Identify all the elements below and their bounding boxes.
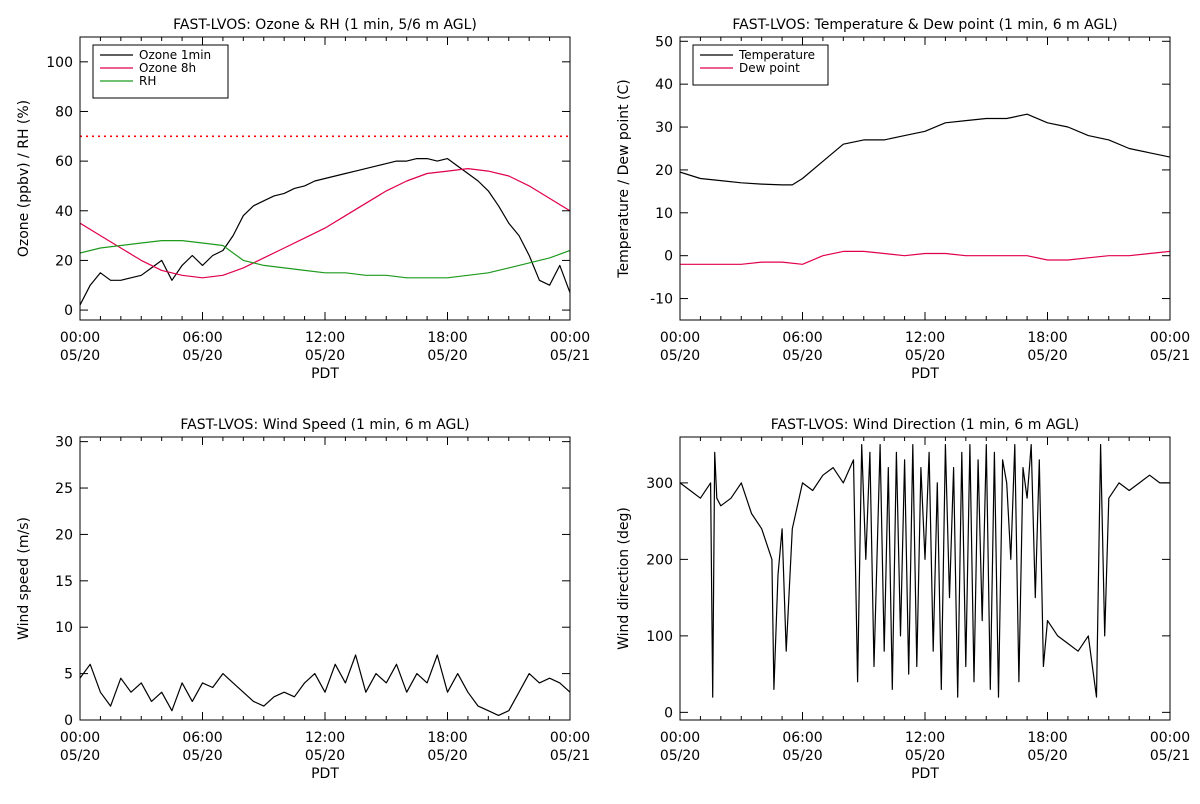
panel-3-y-tick-label: 10	[55, 620, 73, 636]
panel-1-x-tick-time: 00:00	[60, 330, 100, 346]
panel-4-x-tick-time: 18:00	[1027, 730, 1067, 746]
panel-4-x-tick-time: 12:00	[905, 730, 945, 746]
panel-1-x-tick-time: 00:00	[550, 330, 590, 346]
panel-3-y-tick-label: 15	[55, 574, 73, 590]
panel-2-x-tick-time: 00:00	[1150, 330, 1190, 346]
panel-3-x-tick-time: 00:00	[60, 730, 100, 746]
panel-2-y-tick-label: 0	[664, 249, 673, 265]
panel-4-x-tick-date: 05/20	[905, 748, 945, 764]
panel-4-x-axis-label: PDT	[911, 766, 939, 782]
panel-3-y-axis-label: Wind speed (m/s)	[16, 517, 32, 640]
panel-1-series-line-2	[80, 168, 570, 279]
panel-4-x-tick-time: 00:00	[660, 730, 700, 746]
panel-3-x-tick-date: 05/20	[60, 748, 100, 764]
panel-2-y-tick-label: 30	[655, 120, 673, 136]
panel-3-x-tick-time: 00:00	[550, 730, 590, 746]
panel-2-x-tick-time: 18:00	[1027, 330, 1067, 346]
panel-3-x-tick-time: 06:00	[182, 730, 222, 746]
panel-1-title: FAST-LVOS: Ozone & RH (1 min, 5/6 m AGL)	[173, 17, 477, 33]
panel-4-x-tick-date: 05/20	[660, 748, 700, 764]
panel-1-x-tick-time: 18:00	[427, 330, 467, 346]
panel-2-legend-box	[692, 44, 829, 86]
panel-2-x-tick-time: 12:00	[905, 330, 945, 346]
panel-2-x-tick-date: 05/20	[782, 348, 822, 364]
panel-1-y-tick-label: 100	[46, 55, 73, 71]
panel-2-x-tick-time: 06:00	[782, 330, 822, 346]
panel-1-legend-label: Ozone 8h	[139, 61, 196, 75]
panel-3-x-tick-time: 18:00	[427, 730, 467, 746]
panel-3-x-tick-time: 12:00	[305, 730, 345, 746]
panel-3-y-tick-label: 5	[64, 667, 73, 683]
panel-1-y-tick-label: 60	[55, 154, 73, 170]
panel-1-y-tick-label: 0	[64, 303, 73, 319]
panel-1-x-tick-date: 05/20	[305, 348, 345, 364]
panel-2-x-tick-date: 05/20	[905, 348, 945, 364]
panel-3-y-tick-label: 0	[64, 713, 73, 729]
panel-1-legend-box	[92, 44, 229, 99]
panel-4-title: FAST-LVOS: Wind Direction (1 min, 6 m AG…	[771, 417, 1080, 433]
panel-1-y-axis-label: Ozone (ppbv) / RH (%)	[16, 100, 32, 257]
panel-2-legend-label: Temperature	[738, 48, 815, 62]
panel-3-y-tick-label: 20	[55, 527, 73, 543]
panel-4-y-axis-label: Wind direction (deg)	[616, 507, 632, 650]
panel-2-y-axis-label: Temperature / Dew point (C)	[616, 79, 632, 278]
panel-3-x-tick-date: 05/21	[550, 748, 590, 764]
panel-2-x-tick-date: 05/21	[1150, 348, 1190, 364]
panel-1-series-line-1	[80, 158, 570, 306]
panel-4-y-tick-label: 300	[646, 476, 673, 492]
panel-1-y-tick-label: 20	[55, 253, 73, 269]
panel-2-y-tick-label: 10	[655, 206, 673, 222]
panel-2-legend-label: Dew point	[739, 61, 800, 75]
panel-4-x-tick-time: 00:00	[1150, 730, 1190, 746]
panel-1-series-line-3	[80, 240, 570, 279]
panel-1-x-tick-date: 05/20	[60, 348, 100, 364]
panel-3-y-tick-label: 30	[55, 435, 73, 451]
panel-3-x-axis-label: PDT	[311, 766, 339, 782]
panel-3-x-tick-date: 05/20	[305, 748, 345, 764]
panel-2-x-tick-date: 05/20	[1027, 348, 1067, 364]
panel-4-x-tick-date: 05/20	[782, 748, 822, 764]
panel-4-x-tick-date: 05/21	[1150, 748, 1190, 764]
panel-2-y-tick-label: 50	[655, 34, 673, 50]
panel-2-y-tick-label: 40	[655, 77, 673, 93]
panel-1-y-tick-label: 80	[55, 104, 73, 120]
panel-3-series-line-1	[80, 654, 570, 717]
panel-3-x-tick-date: 05/20	[427, 748, 467, 764]
panel-2-y-tick-label: -10	[650, 292, 673, 308]
panel-1-legend-label: RH	[139, 74, 156, 88]
panel-3-x-tick-date: 05/20	[182, 748, 222, 764]
panel-4-y-tick-label: 200	[646, 552, 673, 568]
panel-1-x-tick-date: 05/20	[182, 348, 222, 364]
panel-2-x-axis-label: PDT	[911, 366, 939, 382]
panel-4-series-line-1	[680, 444, 1170, 698]
panel-2-y-tick-label: 20	[655, 163, 673, 179]
panel-3-y-tick-label: 25	[55, 481, 73, 497]
panel-1-x-tick-time: 06:00	[182, 330, 222, 346]
panel-2-x-tick-time: 00:00	[660, 330, 700, 346]
panel-2-x-tick-date: 05/20	[660, 348, 700, 364]
panel-1-x-axis-label: PDT	[311, 366, 339, 382]
panel-3-plot-frame	[79, 436, 571, 721]
panel-1-x-tick-date: 05/21	[550, 348, 590, 364]
panel-1-x-tick-time: 12:00	[305, 330, 345, 346]
panel-3-title: FAST-LVOS: Wind Speed (1 min, 6 m AGL)	[180, 417, 469, 433]
panel-2-series-line-2	[680, 250, 1170, 265]
panel-4-x-tick-date: 05/20	[1027, 748, 1067, 764]
panel-1-x-tick-date: 05/20	[427, 348, 467, 364]
panel-4-y-tick-label: 0	[664, 705, 673, 721]
panel-4-y-tick-label: 100	[646, 629, 673, 645]
panel-1-y-tick-label: 40	[55, 204, 73, 220]
panel-4-x-tick-time: 06:00	[782, 730, 822, 746]
panel-2-title: FAST-LVOS: Temperature & Dew point (1 mi…	[732, 17, 1117, 33]
panel-1-legend-label: Ozone 1min	[139, 48, 211, 62]
panel-2-series-line-1	[680, 113, 1170, 186]
